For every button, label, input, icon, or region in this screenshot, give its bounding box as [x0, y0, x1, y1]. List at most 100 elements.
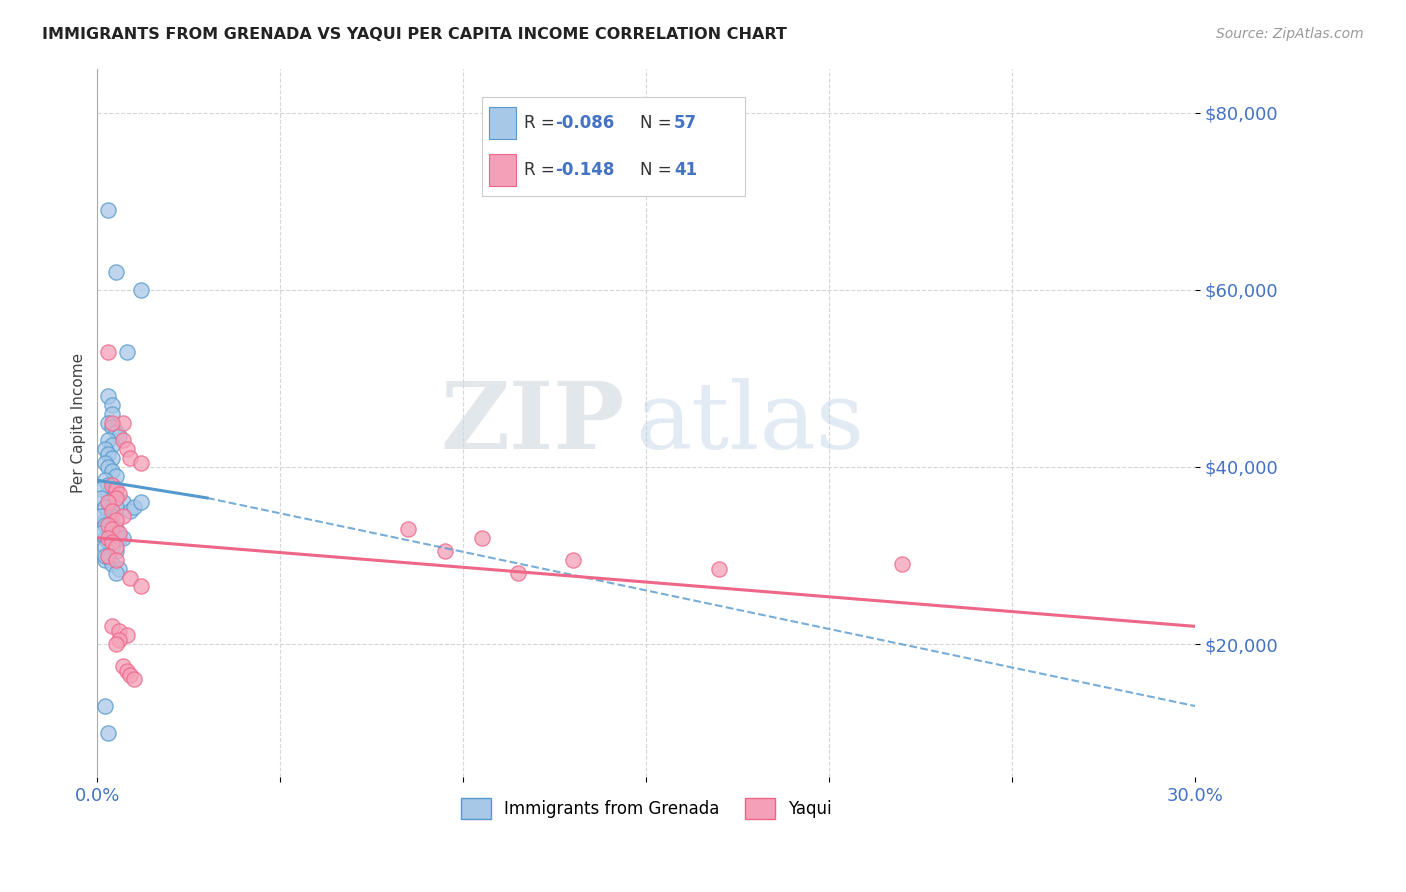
Point	[93, 517, 115, 532]
Point	[101, 420, 124, 434]
Point	[97, 517, 120, 532]
Text: Source: ZipAtlas.com: Source: ZipAtlas.com	[1216, 27, 1364, 41]
Point	[104, 500, 127, 514]
Point	[101, 535, 124, 549]
Point	[891, 558, 914, 572]
Point	[93, 456, 115, 470]
Point	[97, 203, 120, 218]
Point	[97, 535, 120, 549]
Point	[101, 438, 124, 452]
Point	[104, 522, 127, 536]
Point	[93, 549, 115, 563]
Point	[129, 283, 152, 297]
Point	[97, 434, 120, 448]
Point	[115, 628, 138, 642]
Point	[97, 549, 120, 563]
Point	[97, 477, 120, 491]
Point	[97, 460, 120, 475]
Point	[104, 566, 127, 581]
Point	[120, 451, 142, 466]
Point	[97, 416, 120, 430]
Point	[111, 531, 134, 545]
Point	[97, 549, 120, 563]
Point	[93, 540, 115, 554]
Text: ZIP: ZIP	[440, 377, 624, 467]
Point	[101, 482, 124, 496]
Point	[108, 526, 131, 541]
Point	[104, 544, 127, 558]
Point	[115, 344, 138, 359]
Point	[93, 513, 115, 527]
Point	[122, 673, 145, 687]
Point	[97, 517, 120, 532]
Point	[111, 508, 134, 523]
Point	[101, 451, 124, 466]
Point	[562, 553, 585, 567]
Y-axis label: Per Capita Income: Per Capita Income	[72, 352, 86, 492]
Point	[97, 725, 120, 739]
Point	[93, 699, 115, 714]
Point	[111, 434, 134, 448]
Point	[108, 624, 131, 638]
Point	[111, 495, 134, 509]
Point	[101, 464, 124, 478]
Point	[93, 531, 115, 545]
Point	[115, 664, 138, 678]
Point	[101, 491, 124, 505]
Point	[470, 531, 492, 545]
Point	[104, 513, 127, 527]
Point	[101, 407, 124, 421]
Point	[93, 553, 115, 567]
Point	[108, 632, 131, 647]
Point	[97, 344, 120, 359]
Point	[129, 495, 152, 509]
Point	[101, 522, 124, 536]
Point	[108, 486, 131, 500]
Point	[111, 659, 134, 673]
Point	[108, 531, 131, 545]
Point	[97, 486, 120, 500]
Point	[396, 522, 419, 536]
Point	[129, 456, 152, 470]
Point	[108, 429, 131, 443]
Point	[97, 531, 120, 545]
Point	[93, 500, 115, 514]
Point	[101, 619, 124, 633]
Point	[433, 544, 456, 558]
Point	[122, 500, 145, 514]
Point	[93, 473, 115, 487]
Point	[104, 468, 127, 483]
Point	[101, 504, 124, 518]
Point	[129, 580, 152, 594]
Point	[101, 558, 124, 572]
Text: atlas: atlas	[636, 377, 865, 467]
Point	[97, 389, 120, 403]
Point	[101, 540, 124, 554]
Point	[120, 571, 142, 585]
Point	[97, 447, 120, 461]
Point	[93, 442, 115, 457]
Point	[120, 504, 142, 518]
Point	[101, 416, 124, 430]
Text: IMMIGRANTS FROM GRENADA VS YAQUI PER CAPITA INCOME CORRELATION CHART: IMMIGRANTS FROM GRENADA VS YAQUI PER CAP…	[42, 27, 787, 42]
Point	[709, 562, 731, 576]
Point	[104, 425, 127, 439]
Point	[97, 504, 120, 518]
Point	[104, 482, 127, 496]
Point	[101, 398, 124, 412]
Point	[104, 265, 127, 279]
Point	[508, 566, 530, 581]
Point	[104, 540, 127, 554]
Point	[90, 508, 112, 523]
Point	[104, 553, 127, 567]
Point	[104, 491, 127, 505]
Point	[115, 442, 138, 457]
Point	[101, 508, 124, 523]
Point	[101, 477, 124, 491]
Legend: Immigrants from Grenada, Yaqui: Immigrants from Grenada, Yaqui	[454, 791, 838, 825]
Point	[90, 526, 112, 541]
Point	[120, 668, 142, 682]
Point	[101, 526, 124, 541]
Point	[111, 416, 134, 430]
Point	[90, 482, 112, 496]
